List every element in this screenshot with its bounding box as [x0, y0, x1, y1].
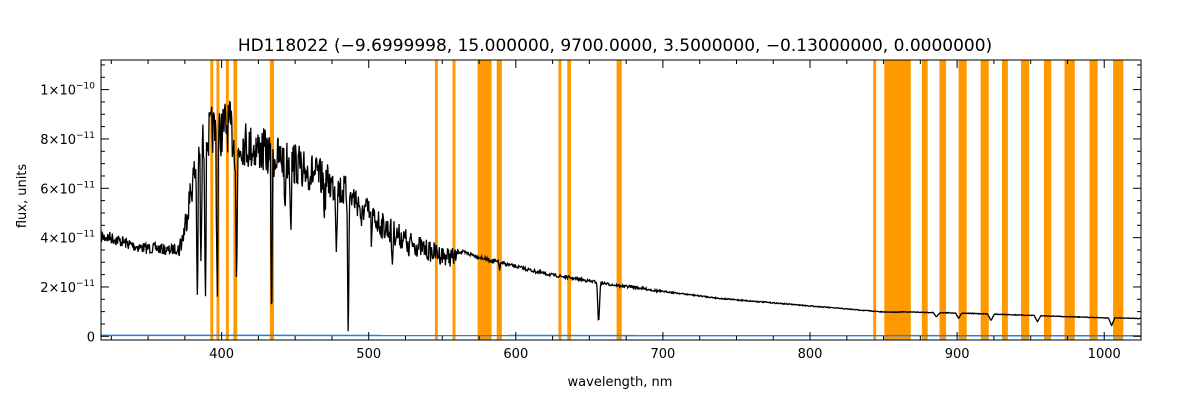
- masked-region-6: [452, 60, 456, 340]
- y-tick-label: 4×10−11: [40, 230, 95, 247]
- masked-region-11: [616, 60, 622, 340]
- masked-region-0: [210, 60, 214, 340]
- x-tick-label: 1000: [1088, 347, 1121, 362]
- x-tick-label: 700: [651, 347, 676, 362]
- masked-region-8: [496, 60, 502, 340]
- x-tick-label: 800: [798, 347, 823, 362]
- plot-frame: [100, 59, 1142, 341]
- axis-ticks: 400 500 600 700 800 900 1000 0 2×10−11 4×10−11 6×1…: [40, 60, 1141, 362]
- masked-region-13: [884, 60, 911, 340]
- y-tick-label: 8×10−11: [40, 131, 95, 148]
- masked-region-5: [434, 60, 438, 340]
- masked-region-2: [225, 60, 229, 340]
- masked-region-10: [567, 60, 571, 340]
- masked-region-18: [1001, 60, 1008, 340]
- series-layer: [100, 100, 1142, 337]
- x-tick-label: 400: [209, 347, 234, 362]
- masked-region-12: [873, 60, 877, 340]
- y-tick-label: 6×10−11: [40, 180, 95, 197]
- masked-region-20: [1043, 60, 1052, 340]
- masked-region-15: [939, 60, 947, 340]
- y-tick-label: 0: [87, 330, 95, 345]
- x-tick-label: 900: [945, 347, 970, 362]
- x-axis-label: wavelength, nm: [568, 375, 673, 390]
- masked-region-23: [1113, 60, 1124, 340]
- y-tick-label: 1×10−10: [40, 82, 95, 99]
- x-tick-label: 500: [356, 347, 381, 362]
- masked-region-14: [921, 60, 928, 340]
- masked-region-22: [1089, 60, 1098, 340]
- masked-region-9: [558, 60, 562, 340]
- series-flux-line: [100, 100, 1141, 332]
- masked-region-17: [980, 60, 989, 340]
- x-tick-label: 600: [503, 347, 528, 362]
- y-axis-label: flux, units: [15, 164, 30, 229]
- chart-title: HD118022 (−9.6999998, 15.000000, 9700.00…: [238, 36, 992, 56]
- masked-region-19: [1021, 60, 1030, 340]
- masked-region-7: [477, 60, 492, 340]
- y-tick-label: 2×10−11: [40, 279, 95, 296]
- masked-region-16: [958, 60, 967, 340]
- masked-region-21: [1064, 60, 1075, 340]
